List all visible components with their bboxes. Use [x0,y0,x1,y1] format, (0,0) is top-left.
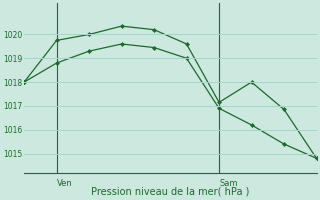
Text: Sam: Sam [219,179,237,188]
Text: Ven: Ven [57,179,72,188]
X-axis label: Pression niveau de la mer( hPa ): Pression niveau de la mer( hPa ) [91,187,250,197]
